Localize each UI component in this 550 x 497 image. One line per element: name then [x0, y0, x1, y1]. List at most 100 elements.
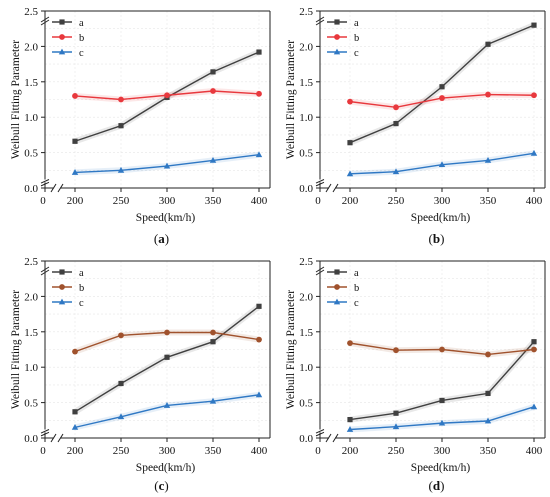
panel-caption: (a): [154, 231, 169, 246]
y-tick-label: 0.5: [299, 398, 313, 410]
data-point: [164, 92, 170, 99]
data-point: [71, 169, 79, 175]
x-tick-label: 350: [205, 445, 222, 457]
series-a: [347, 339, 537, 423]
data-point: [347, 340, 353, 347]
axis-break-marks: [40, 16, 64, 193]
data-point: [484, 417, 492, 424]
x-tick-label: 250: [113, 195, 130, 207]
data-point: [439, 95, 445, 101]
series-line-halo: [348, 22, 536, 146]
data-point: [118, 96, 124, 103]
data-point: [438, 161, 446, 168]
y-tick-label: 0.5: [24, 148, 38, 160]
data-point: [439, 346, 445, 353]
y-tick-label: 2.5: [24, 256, 38, 268]
axis-break-marks: [40, 266, 64, 443]
legend-swatch-marker: [334, 34, 340, 40]
data-point: [484, 156, 492, 163]
data-point: [256, 303, 262, 309]
data-point: [255, 391, 263, 398]
y-tick-label: 1.5: [299, 77, 313, 89]
data-point: [485, 390, 491, 396]
legend: abc: [52, 268, 84, 309]
legend: abc: [327, 268, 359, 309]
data-point: [531, 346, 537, 353]
chart-svg: 0.0 0.5 1.0 1.5 2.0 2.5 0 200 250 300 350 400 Speed(…: [285, 256, 546, 493]
legend-swatch-marker: [334, 19, 340, 25]
data-point: [256, 336, 262, 343]
data-point: [392, 423, 400, 430]
caption-open-paren: (: [429, 231, 433, 246]
x-tick-label: 300: [434, 195, 451, 207]
y-tick-label: 0.5: [24, 398, 38, 410]
legend-swatch-marker: [334, 284, 340, 290]
data-point: [438, 419, 446, 426]
data-point: [393, 120, 399, 127]
y-tick-label: 1.5: [24, 77, 38, 89]
data-point: [210, 69, 216, 75]
legend-label: b: [354, 283, 359, 294]
series-b: [347, 340, 537, 358]
caption-letter: a: [158, 231, 165, 246]
y-tick-label: 2.0: [24, 291, 38, 303]
caption-open-paren: (: [154, 478, 158, 493]
chart-panel-a: 0.0 0.5 1.0 1.5 2.0 2.5 0 200 250 300 350 400 Speed(…: [0, 0, 275, 250]
chart-panel-c: 0.0 0.5 1.0 1.5 2.0 2.5 0 200 250 300 350 400 Speed(…: [0, 250, 275, 497]
y-axis-title: Weibull Fitting Parameter: [285, 40, 297, 159]
caption-close-paren: ): [164, 478, 168, 493]
series-b: [347, 91, 537, 111]
panel-caption: (d): [429, 478, 445, 493]
data-point: [72, 348, 78, 355]
x-tick-label: 0: [40, 195, 46, 207]
legend-label: a: [79, 18, 84, 29]
y-axis-title: Weibull Fitting Parameter: [10, 290, 22, 409]
data-point: [531, 339, 537, 345]
data-point: [117, 413, 125, 420]
data-point: [118, 380, 124, 387]
legend-swatch-marker: [333, 298, 341, 305]
x-axis-title: Speed(km/h): [136, 462, 196, 474]
data-point: [485, 91, 491, 98]
data-point: [392, 168, 400, 175]
y-tick-label: 0.0: [24, 183, 38, 195]
x-tick-label: 350: [480, 195, 497, 207]
x-tick-label: 400: [526, 445, 543, 457]
y-tick-label: 2.0: [299, 41, 313, 53]
legend-swatch-marker: [59, 19, 65, 25]
caption-open-paren: (: [429, 478, 433, 493]
x-tick-label: 350: [205, 195, 222, 207]
data-point: [256, 90, 262, 97]
chart-panel-d: 0.0 0.5 1.0 1.5 2.0 2.5 0 200 250 300 350 400 Speed(…: [275, 250, 550, 497]
y-tick-label: 0.0: [299, 183, 313, 195]
data-point: [347, 98, 353, 105]
x-tick-label: 400: [251, 195, 268, 207]
legend-label: a: [79, 268, 84, 279]
x-tick-label: 200: [342, 195, 359, 207]
y-axis-title: Weibull Fitting Parameter: [10, 40, 22, 159]
data-point: [163, 162, 171, 169]
caption-letter: d: [433, 478, 441, 493]
legend-label: a: [354, 268, 359, 279]
series-c: [346, 149, 538, 177]
x-axis-title: Speed(km/h): [411, 462, 471, 474]
caption-open-paren: (: [154, 231, 158, 246]
data-point: [164, 329, 170, 336]
series-b: [72, 329, 262, 355]
data-point: [393, 410, 399, 416]
data-point: [71, 423, 79, 430]
legend-swatch-marker: [59, 284, 65, 290]
y-tick-label: 1.5: [299, 327, 313, 339]
legend-label: c: [354, 48, 359, 59]
x-tick-label: 250: [388, 445, 405, 457]
series-c: [71, 151, 263, 176]
data-point: [530, 403, 538, 410]
caption-letter: b: [433, 231, 440, 246]
caption-close-paren: ): [440, 478, 444, 493]
chart-svg: 0.0 0.5 1.0 1.5 2.0 2.5 0 200 250 300 350 400 Speed(…: [285, 6, 546, 246]
panel-caption: (c): [154, 478, 168, 493]
x-tick-label: 250: [388, 195, 405, 207]
y-tick-label: 0.0: [299, 433, 313, 445]
x-tick-label: 200: [67, 445, 84, 457]
legend-swatch-marker: [59, 34, 65, 40]
